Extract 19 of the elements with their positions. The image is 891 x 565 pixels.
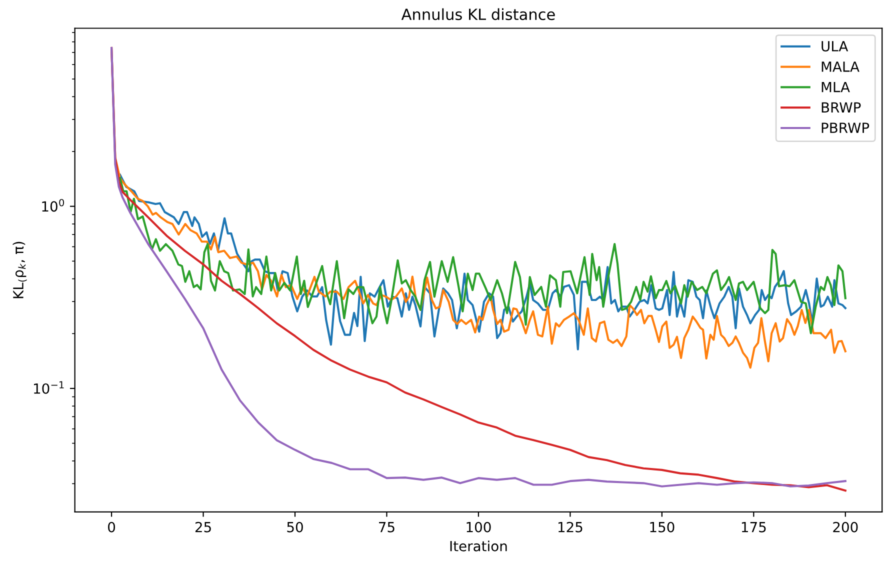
- x-tick-label: 100: [466, 522, 491, 532]
- x-tick-label: 50: [287, 522, 303, 532]
- legend-label: ULA: [822, 41, 848, 52]
- legend-label: BRWP: [822, 102, 861, 112]
- y-tick-label: 10$^{0}$: [42, 198, 64, 212]
- legend-label: PBRWP: [822, 122, 870, 133]
- x-tick-label: 125: [558, 522, 582, 532]
- x-tick-label: 175: [742, 522, 766, 532]
- y-tick-label: 10$^{−1}$: [34, 381, 64, 394]
- x-tick-label: 200: [833, 522, 858, 532]
- x-axis-title: Iteration: [450, 540, 507, 552]
- y-axis-title: KL$_{(}$ρ$_{k}$, π): [12, 242, 27, 298]
- x-tick-label: 0: [108, 522, 116, 532]
- x-tick-label: 75: [379, 522, 394, 532]
- x-tick-label: 150: [650, 522, 674, 532]
- legend-label: MLA: [822, 82, 850, 92]
- chart-title: Annulus KL distance: [401, 8, 555, 20]
- x-tick-label: 25: [195, 522, 211, 532]
- legend-label: MALA: [822, 62, 860, 72]
